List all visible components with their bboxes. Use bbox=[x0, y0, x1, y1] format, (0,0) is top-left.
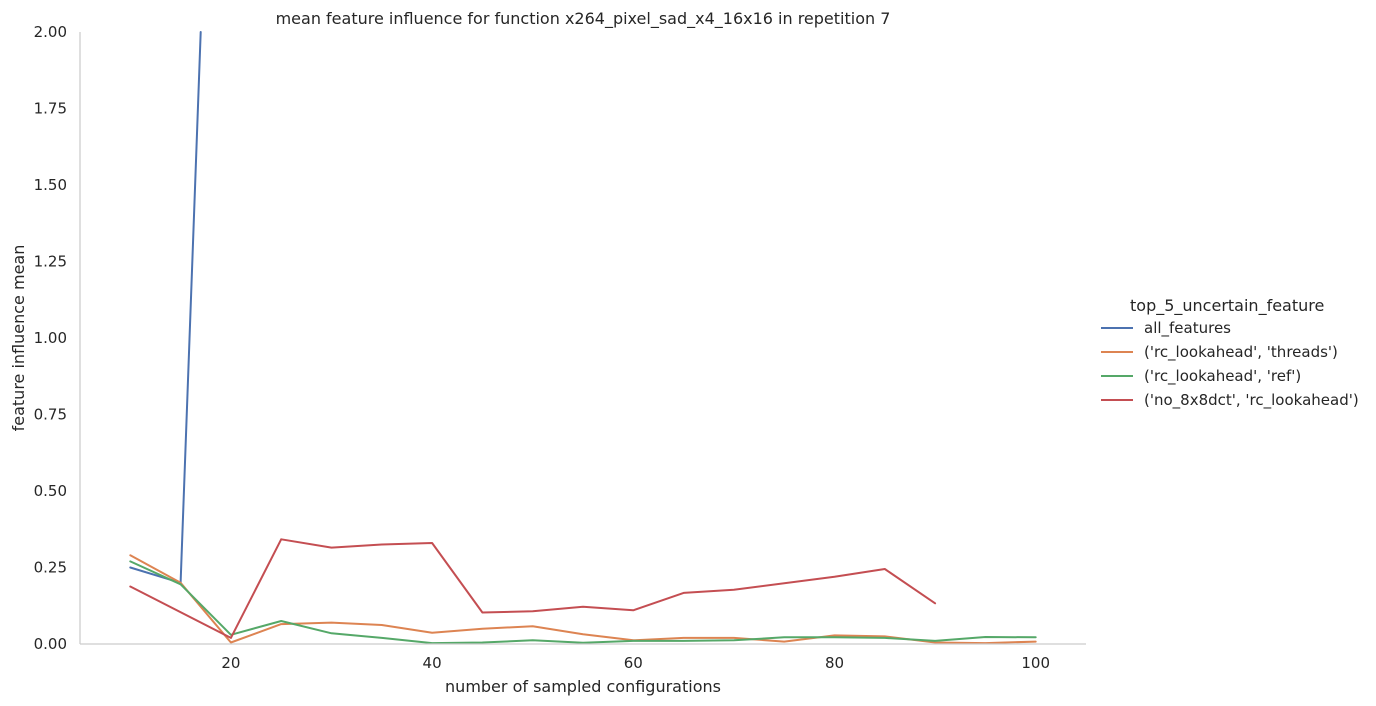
legend-label: ('no_8x8dct', 'rc_lookahead') bbox=[1144, 391, 1359, 410]
chart-title: mean feature influence for function x264… bbox=[276, 9, 891, 29]
y-tick-label: 1.25 bbox=[34, 253, 67, 271]
series-line-1 bbox=[129, 554, 1037, 645]
x-axis-label: number of sampled configurations bbox=[445, 677, 721, 696]
x-tick-label: 60 bbox=[624, 654, 643, 672]
x-tick-label: 100 bbox=[1021, 654, 1050, 672]
x-tick-label: 20 bbox=[221, 654, 240, 672]
legend-label: all_features bbox=[1144, 319, 1231, 338]
y-tick-label: 1.00 bbox=[34, 329, 67, 347]
legend-label: ('rc_lookahead', 'threads') bbox=[1144, 343, 1338, 362]
y-tick-label: 1.50 bbox=[34, 176, 67, 194]
legend: top_5_uncertain_feature all_features ('rc… bbox=[1101, 296, 1359, 410]
y-tick-label: 0.00 bbox=[34, 635, 67, 653]
y-axis-label: feature influence mean bbox=[9, 245, 28, 432]
legend-label: ('rc_lookahead', 'ref') bbox=[1144, 367, 1301, 386]
y-tick-label: 1.75 bbox=[34, 100, 67, 118]
y-tick-label: 0.75 bbox=[34, 406, 67, 424]
y-tick-label: 0.25 bbox=[34, 559, 67, 577]
y-tick-labels: 0.00 0.25 0.50 0.75 1.00 1.25 1.50 1.75 2.00 bbox=[34, 23, 67, 653]
x-tick-label: 40 bbox=[423, 654, 442, 672]
series-line-2 bbox=[129, 560, 1037, 645]
series-line-0 bbox=[129, 31, 202, 584]
y-tick-label: 2.00 bbox=[34, 23, 67, 41]
series-lines bbox=[129, 31, 1037, 645]
x-tick-labels: 20 40 60 80 100 bbox=[221, 654, 1050, 672]
legend-title: top_5_uncertain_feature bbox=[1130, 296, 1324, 316]
series-line-3 bbox=[129, 538, 937, 639]
y-tick-label: 0.50 bbox=[34, 482, 67, 500]
x-tick-label: 80 bbox=[825, 654, 844, 672]
